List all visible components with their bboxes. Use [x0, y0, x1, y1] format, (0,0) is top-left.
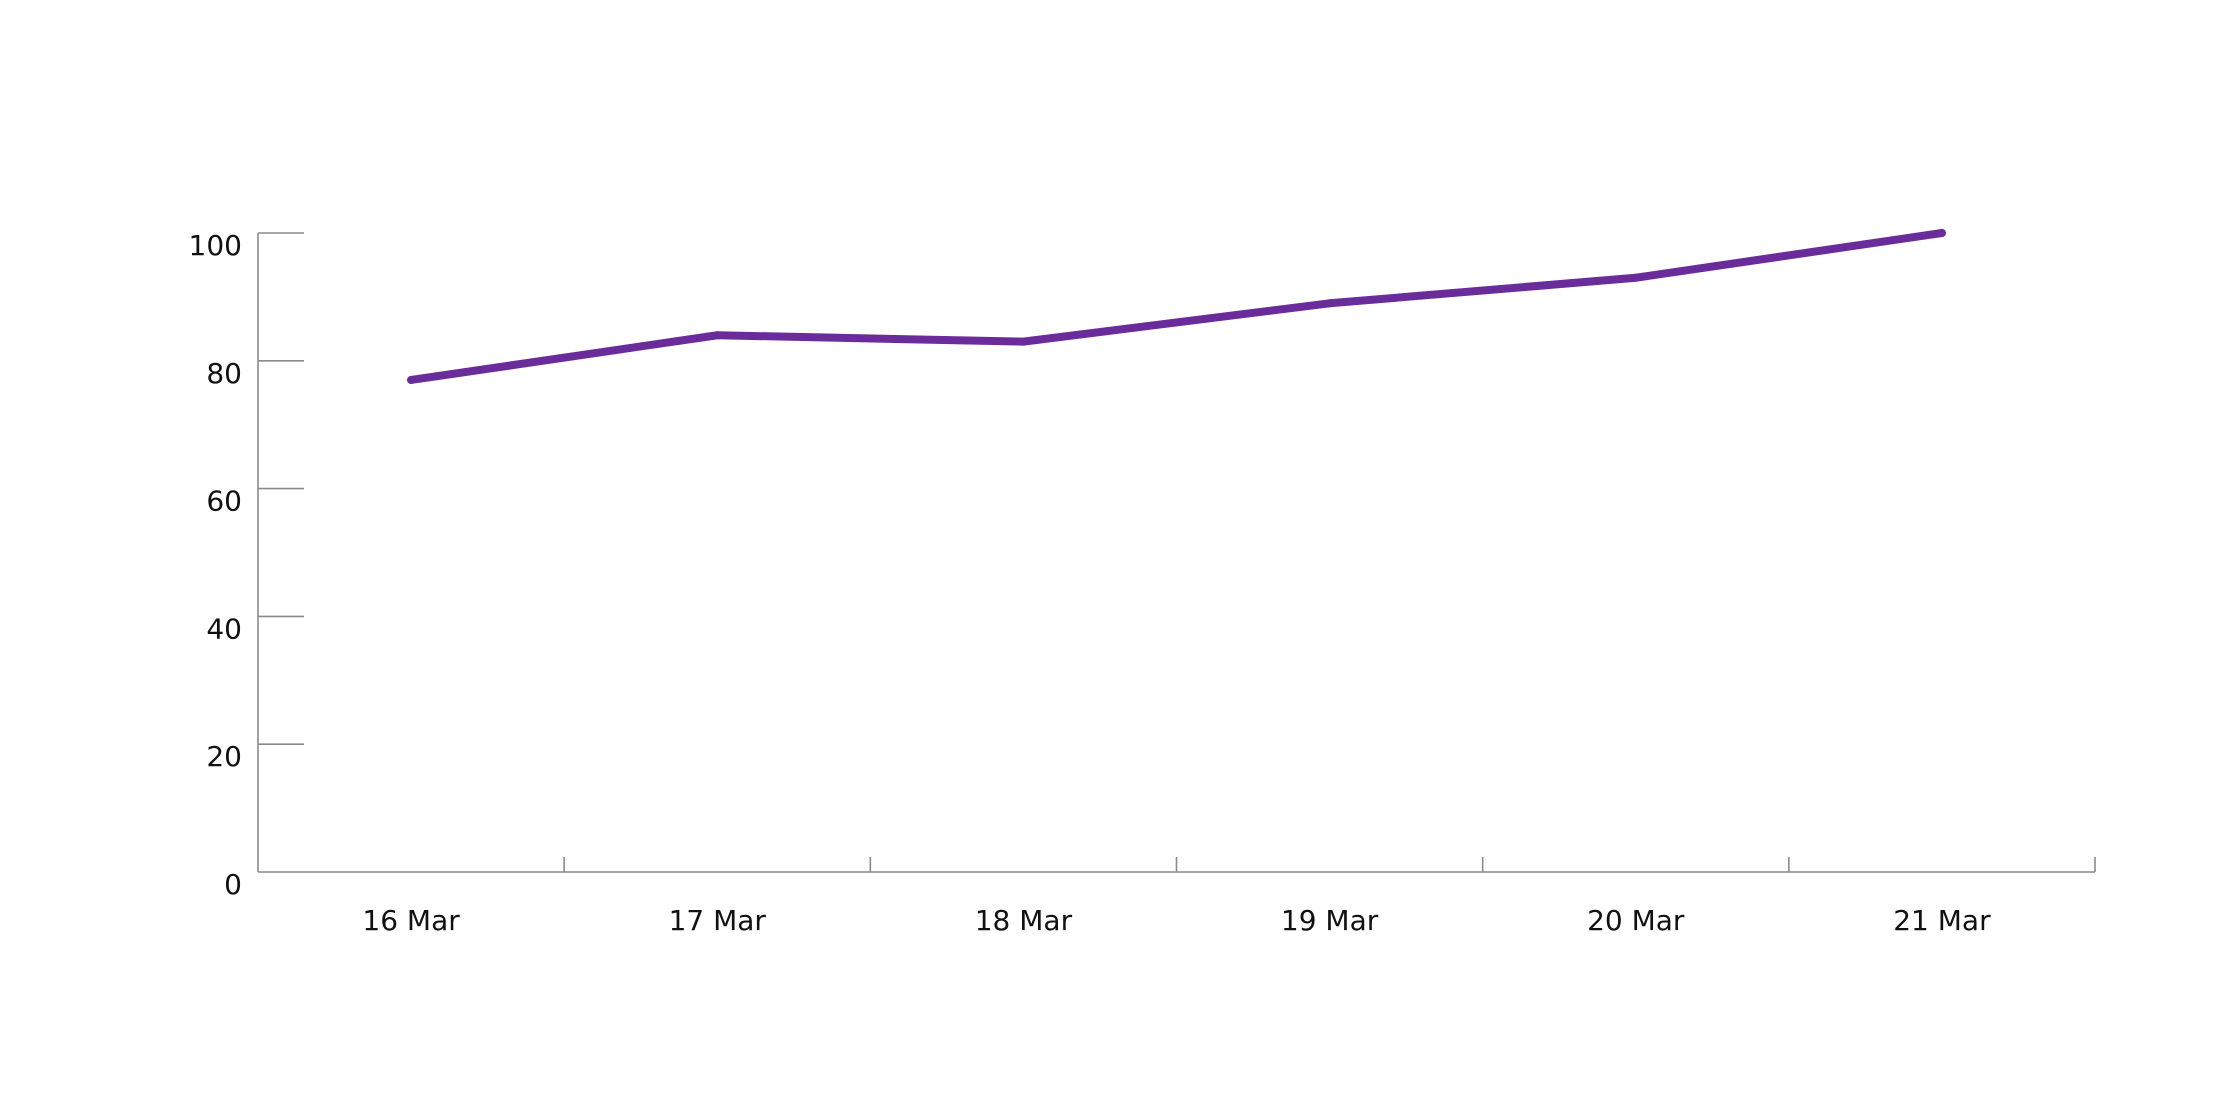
series-layer: [407, 229, 1946, 384]
y-tick-label: 40: [206, 612, 242, 645]
data-point: [1325, 299, 1334, 308]
y-tick-label: 0: [224, 868, 242, 901]
x-tick-label: 20 Mar: [1587, 904, 1685, 937]
data-point: [1631, 273, 1640, 282]
data-point: [713, 331, 722, 340]
x-tick-label: 16 Mar: [362, 904, 460, 937]
y-tick-label: 100: [189, 229, 242, 262]
series-line: [407, 229, 1946, 384]
data-point: [407, 375, 416, 384]
y-tick-label: 60: [206, 485, 242, 518]
y-tick-label: 20: [206, 740, 242, 773]
x-tick-label: 17 Mar: [669, 904, 767, 937]
data-point: [1937, 229, 1946, 237]
y-tick-label: 80: [206, 357, 242, 390]
x-axis: 16 Mar 17 Mar 18 Mar 19 Mar 20 Mar 21 Mar: [258, 857, 2096, 937]
data-point: [1019, 337, 1028, 346]
x-tick-label: 18 Mar: [975, 904, 1073, 937]
y-axis: 0 20 40 60 80 100: [189, 229, 304, 901]
x-tick-label: 19 Mar: [1281, 904, 1379, 937]
x-tick-label: 21 Mar: [1893, 904, 1991, 937]
